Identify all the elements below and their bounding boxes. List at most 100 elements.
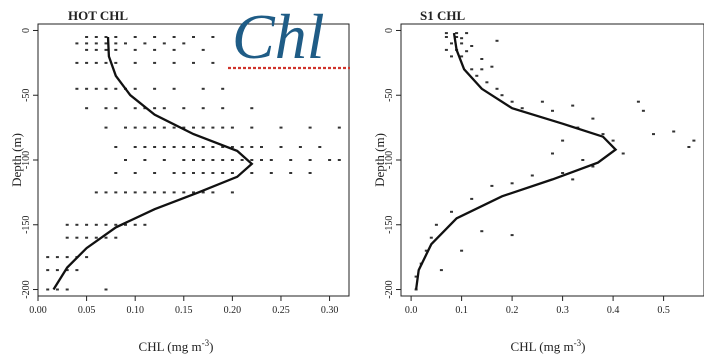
data-point — [114, 223, 118, 226]
data-point — [480, 58, 484, 60]
data-point — [104, 36, 108, 38]
data-point — [221, 146, 225, 148]
data-point — [230, 126, 234, 129]
data-point — [434, 223, 438, 226]
data-point — [495, 87, 499, 90]
data-point — [65, 269, 69, 272]
data-point — [133, 48, 137, 51]
x-axis-ticks-s1-chl: 0.0 0.1 0.2 0.3 0.4 0.5 — [405, 296, 670, 316]
data-point — [94, 48, 98, 51]
y-axis-ticks-hot-chl: 0 -50 -100 -150 -200 — [21, 28, 38, 299]
data-point — [510, 182, 514, 185]
data-point — [230, 191, 234, 194]
x-tick-label: 0.5 — [657, 305, 670, 316]
data-point — [162, 159, 166, 161]
data-point — [201, 191, 205, 194]
data-point — [104, 191, 108, 194]
data-point — [153, 107, 157, 110]
data-point — [328, 159, 332, 161]
data-point — [133, 146, 137, 148]
data-point — [455, 32, 459, 35]
x-tick-label: 0.20 — [224, 305, 242, 316]
s1-chl-panel: S1 CHL 0.0 0.1 0.2 0.3 0.4 0.5 0 -50 -100 -150 -2… — [372, 8, 704, 354]
data-point — [75, 223, 79, 226]
y-tick-label: -100 — [21, 151, 32, 169]
y-tick-label: -150 — [384, 216, 395, 234]
data-point — [162, 191, 166, 194]
data-point — [192, 191, 195, 194]
data-point — [143, 159, 147, 161]
data-point — [114, 191, 118, 194]
data-point — [114, 48, 118, 51]
data-point — [551, 109, 554, 112]
data-point — [470, 197, 474, 200]
data-point — [692, 139, 696, 142]
data-point — [172, 87, 176, 90]
x-tick-label: 0.15 — [175, 305, 193, 316]
data-point — [85, 236, 89, 239]
data-point — [55, 269, 59, 272]
data-point — [551, 152, 554, 155]
y-tick-label: -150 — [21, 216, 32, 234]
y-axis-ticks-s1-chl: 0 -50 -100 -150 -200 — [384, 28, 401, 299]
x-tick-label: 0.10 — [126, 305, 144, 316]
data-point — [318, 146, 322, 148]
data-point — [85, 61, 89, 64]
data-point — [85, 107, 89, 110]
data-point — [240, 159, 244, 161]
data-point — [133, 223, 137, 226]
data-point — [250, 146, 254, 148]
data-point — [621, 152, 625, 155]
data-point — [308, 159, 312, 161]
data-point — [133, 36, 137, 38]
data-point — [581, 159, 585, 161]
data-point — [172, 36, 176, 38]
data-point — [444, 36, 448, 38]
data-point — [520, 107, 524, 110]
data-point — [429, 236, 433, 239]
data-point — [495, 39, 499, 42]
data-point — [94, 61, 98, 64]
data-point — [46, 288, 50, 291]
data-point — [143, 126, 147, 129]
data-point — [221, 87, 225, 90]
data-point — [450, 55, 453, 58]
data-point — [153, 87, 157, 90]
y-tick-label: -200 — [384, 280, 395, 298]
data-point — [153, 36, 157, 38]
data-point — [652, 133, 655, 136]
data-point — [601, 133, 605, 136]
x-tick-label: 0.30 — [321, 305, 339, 316]
data-point — [143, 191, 147, 194]
data-point — [230, 159, 234, 161]
x-tick-label: 0.00 — [29, 305, 47, 316]
data-point — [470, 45, 474, 47]
scatter-points-s1-chl — [414, 32, 696, 291]
data-point — [211, 172, 215, 174]
data-point — [104, 87, 108, 90]
data-point — [211, 61, 215, 64]
data-point — [465, 32, 469, 35]
data-point — [510, 234, 514, 237]
chl-overlay-text: Chl — [232, 1, 324, 72]
data-point — [500, 94, 504, 97]
data-point — [460, 55, 464, 58]
data-point — [85, 48, 89, 51]
data-point — [269, 159, 273, 161]
data-point — [279, 126, 283, 129]
data-point — [192, 172, 195, 174]
data-point — [104, 61, 108, 64]
x-axis-label-s1-chl: CHL (mg m-3) — [511, 338, 586, 354]
data-point — [211, 191, 215, 194]
data-point — [55, 288, 59, 291]
data-point — [124, 126, 127, 129]
data-point — [450, 42, 453, 45]
hot-chl-panel: HOT CHL 0.00 0.05 0.10 0.15 0.20 0.25 0.30 0 -5… — [9, 8, 350, 354]
scatter-points-hot-chl — [46, 36, 341, 291]
data-point — [133, 172, 137, 174]
data-point — [230, 146, 234, 148]
data-point — [444, 32, 448, 35]
data-point — [104, 107, 108, 110]
data-point — [221, 172, 225, 174]
data-point — [337, 159, 341, 161]
